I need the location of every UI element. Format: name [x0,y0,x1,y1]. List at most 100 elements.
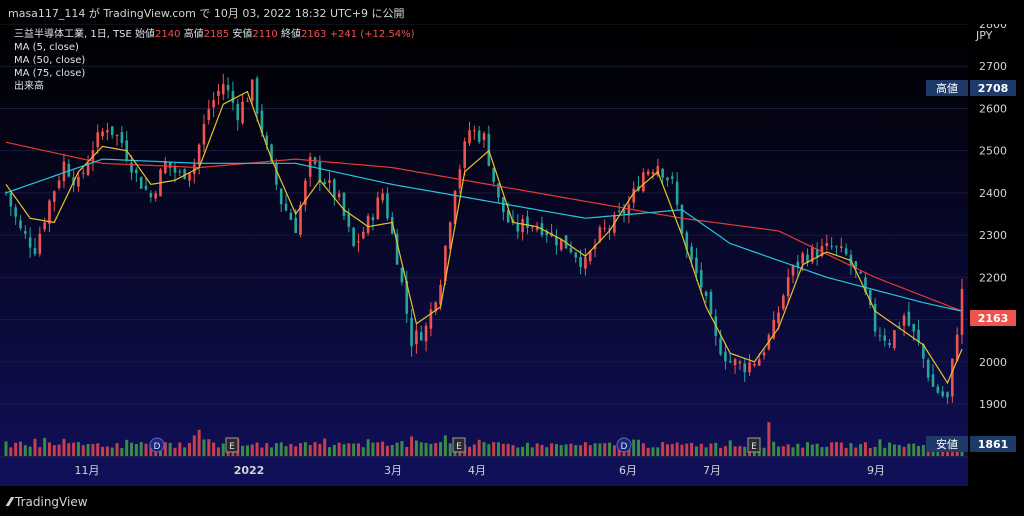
candle-body [352,227,355,246]
volume-bar [661,442,665,456]
candle-body [482,133,486,141]
volume-bar [675,442,679,456]
candle-body [154,193,157,199]
volume-bar [670,444,674,456]
volume-bar [656,447,660,456]
legend-indicator-ma5[interactable]: MA (5, close) [14,42,79,53]
volume-bar [825,446,829,456]
legend-indicator-ma75[interactable]: MA (75, close) [14,68,86,79]
volume-bar [192,435,196,456]
volume-bar [468,446,472,456]
volume-bar [47,442,51,456]
volume-bar [434,443,438,456]
candle-body [859,271,862,274]
candle-body [361,231,365,239]
high-price-badge[interactable]: 高値 2708 [926,80,1016,96]
volume-bar [690,442,694,456]
volume-bar [405,446,409,456]
volume-bar [101,446,105,456]
candle-body [559,239,563,250]
volume-bar [356,443,360,456]
price-axis[interactable]: JPY1900200021002200230024002500260027002… [926,24,1016,452]
candle-body [448,222,452,249]
candle-body [110,126,114,135]
candle-body [598,227,602,242]
legend-indicator-ma50[interactable]: MA (50, close) [14,55,86,66]
volume-bar [313,442,317,456]
volume-bar [212,442,216,456]
legend-indicator-volume[interactable]: 出来高 [14,81,44,92]
volume-bar [603,443,607,456]
candle-body [106,130,109,133]
event-marker[interactable]: D [616,437,632,453]
candle-body [738,361,742,364]
last-price-badge[interactable]: 2163 [970,310,1016,326]
candle-body [48,200,51,224]
candle-body [77,176,80,187]
candle-body [139,177,143,189]
volume-bar [279,442,283,456]
event-marker[interactable]: D [149,437,165,453]
volume-bar [347,443,351,456]
legend-high-label: 高値 [183,29,204,40]
event-marker[interactable]: E [225,437,239,453]
candle-body [893,330,896,349]
tradingview-brand[interactable]: ⁄⁄⁄ TradingView [8,495,88,509]
candle-body [241,101,244,124]
volume-bar [501,443,505,456]
volume-bar [81,445,85,456]
candle-body [333,179,336,199]
candle-body [86,163,90,176]
volume-bar [4,441,8,456]
candle-body [419,332,423,341]
volume-bar [772,441,776,456]
event-marker[interactable]: E [747,437,761,453]
volume-bar [786,444,790,456]
candle-body [579,257,582,267]
candle-body [9,192,13,207]
volume-bar [472,444,476,456]
candle-body [878,335,882,337]
volume-bar [352,443,356,456]
volume-bar [72,442,76,456]
volume-bar [714,442,718,456]
candle-body [926,359,930,378]
candle-body [960,288,964,335]
time-axis[interactable]: 11月 2022 3月 4月 6月 7月 9月 [0,456,968,477]
price-chart[interactable]: D E E D E JPY1900200021002200230024002500260… [0,24,1024,486]
candle-body [275,163,278,185]
candle-body [675,181,679,205]
volume-bar [130,442,134,456]
volume-bar [86,444,90,456]
volume-bar [250,444,254,456]
volume-bar [540,445,544,456]
volume-bar [327,447,331,456]
volume-bar [728,440,732,456]
volume-bar [207,439,211,456]
volume-bar [23,445,27,456]
volume-bar [704,447,708,456]
volume-bar [593,443,597,456]
volume-bar [28,446,32,456]
volume-bar [588,445,592,456]
volume-bar [883,447,887,456]
candle-body [173,165,177,173]
legend-open-label: 始値 [135,29,156,40]
candle-body [796,261,800,268]
candle-body [178,171,182,173]
volume-bar [62,438,66,456]
candle-body [699,270,703,288]
volume-bar [163,442,167,456]
volume-bar [318,443,322,456]
volume-bar [530,447,534,456]
candle-body [168,161,172,168]
volume-bar [506,443,510,456]
event-marker[interactable]: E [452,437,466,453]
candle-body [646,171,650,175]
low-price-badge[interactable]: 安値 1861 [926,436,1016,452]
candle-body [221,84,225,95]
volume-bar [608,442,612,456]
candle-body [912,324,916,332]
volume-bar [91,443,95,456]
volume-bar [612,445,616,456]
